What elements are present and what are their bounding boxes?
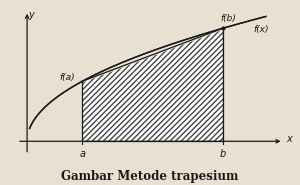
Polygon shape <box>82 28 223 141</box>
Text: a: a <box>80 149 85 159</box>
Text: f(x): f(x) <box>253 25 269 34</box>
Text: f(a): f(a) <box>59 73 75 82</box>
Text: f(b): f(b) <box>220 14 236 23</box>
Text: Gambar Metode trapesium: Gambar Metode trapesium <box>61 170 239 183</box>
Text: b: b <box>220 149 226 159</box>
Text: y: y <box>29 10 34 20</box>
Text: x: x <box>286 134 292 144</box>
